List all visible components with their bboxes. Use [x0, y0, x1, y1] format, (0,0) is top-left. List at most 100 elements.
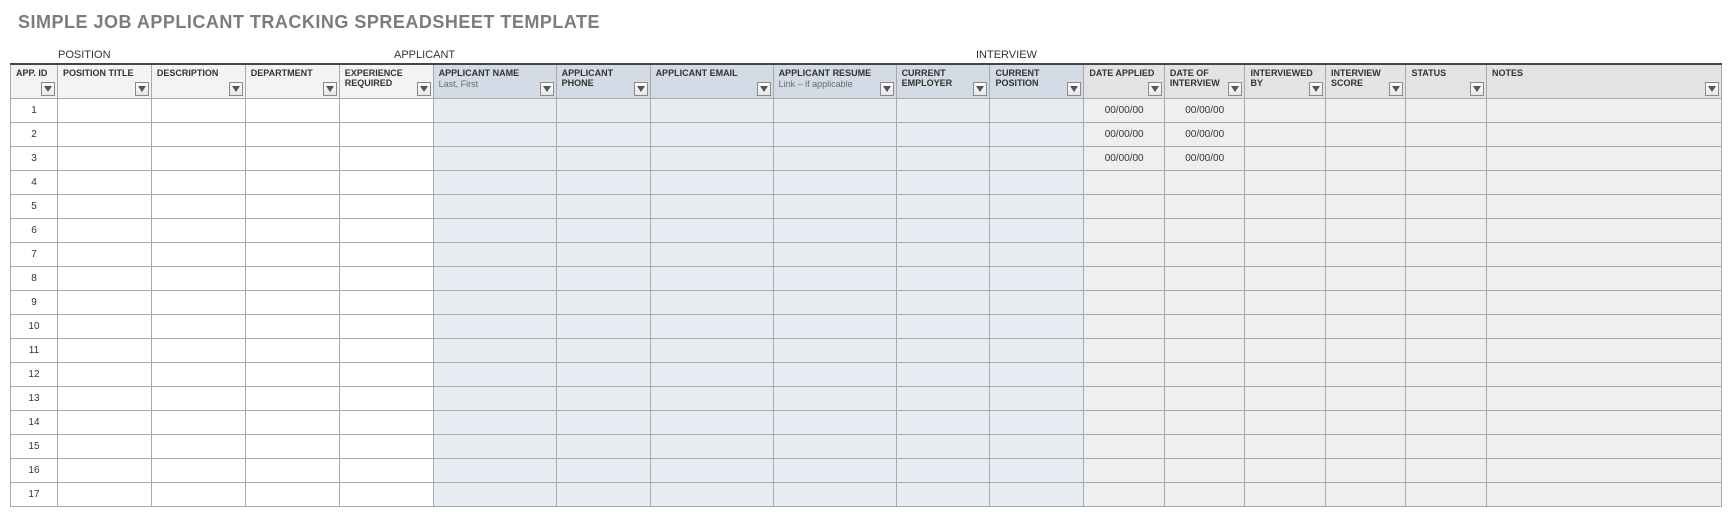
filter-button-status[interactable] [1470, 82, 1484, 96]
cell-current_position[interactable] [990, 218, 1084, 242]
cell-department[interactable] [245, 266, 339, 290]
cell-applicant_name[interactable] [433, 242, 556, 266]
cell-app_id[interactable]: 14 [11, 410, 58, 434]
cell-applicant_email[interactable] [650, 338, 773, 362]
cell-date_applied[interactable] [1084, 362, 1165, 386]
cell-status[interactable] [1406, 122, 1487, 146]
cell-applicant_resume[interactable] [773, 482, 896, 506]
cell-current_position[interactable] [990, 242, 1084, 266]
cell-department[interactable] [245, 122, 339, 146]
cell-date_applied[interactable] [1084, 170, 1165, 194]
cell-applicant_name[interactable] [433, 410, 556, 434]
cell-interviewed_by[interactable] [1245, 362, 1326, 386]
cell-applicant_phone[interactable] [556, 434, 650, 458]
cell-date_applied[interactable]: 00/00/00 [1084, 98, 1165, 122]
cell-description[interactable] [151, 314, 245, 338]
cell-experience_req[interactable] [339, 410, 433, 434]
cell-notes[interactable] [1486, 98, 1721, 122]
cell-date_of_interview[interactable]: 00/00/00 [1164, 122, 1245, 146]
cell-interview_score[interactable] [1325, 410, 1406, 434]
cell-applicant_email[interactable] [650, 434, 773, 458]
cell-applicant_phone[interactable] [556, 410, 650, 434]
filter-button-interview_score[interactable] [1389, 82, 1403, 96]
cell-position_title[interactable] [57, 410, 151, 434]
cell-current_position[interactable] [990, 410, 1084, 434]
cell-interview_score[interactable] [1325, 218, 1406, 242]
cell-department[interactable] [245, 242, 339, 266]
cell-applicant_resume[interactable] [773, 170, 896, 194]
filter-button-experience_req[interactable] [417, 82, 431, 96]
cell-applicant_resume[interactable] [773, 290, 896, 314]
cell-status[interactable] [1406, 170, 1487, 194]
cell-applicant_email[interactable] [650, 482, 773, 506]
cell-date_applied[interactable] [1084, 242, 1165, 266]
cell-interviewed_by[interactable] [1245, 266, 1326, 290]
cell-interview_score[interactable] [1325, 194, 1406, 218]
cell-app_id[interactable]: 15 [11, 434, 58, 458]
cell-date_of_interview[interactable] [1164, 194, 1245, 218]
cell-app_id[interactable]: 2 [11, 122, 58, 146]
cell-applicant_email[interactable] [650, 290, 773, 314]
cell-current_employer[interactable] [896, 146, 990, 170]
cell-notes[interactable] [1486, 458, 1721, 482]
cell-current_employer[interactable] [896, 194, 990, 218]
cell-experience_req[interactable] [339, 290, 433, 314]
cell-current_employer[interactable] [896, 338, 990, 362]
cell-interview_score[interactable] [1325, 434, 1406, 458]
cell-date_applied[interactable] [1084, 218, 1165, 242]
cell-experience_req[interactable] [339, 362, 433, 386]
cell-interview_score[interactable] [1325, 482, 1406, 506]
cell-date_of_interview[interactable]: 00/00/00 [1164, 98, 1245, 122]
cell-current_position[interactable] [990, 338, 1084, 362]
cell-applicant_name[interactable] [433, 290, 556, 314]
cell-status[interactable] [1406, 482, 1487, 506]
cell-applicant_phone[interactable] [556, 194, 650, 218]
cell-experience_req[interactable] [339, 242, 433, 266]
cell-applicant_phone[interactable] [556, 386, 650, 410]
cell-applicant_resume[interactable] [773, 386, 896, 410]
cell-interview_score[interactable] [1325, 146, 1406, 170]
cell-app_id[interactable]: 8 [11, 266, 58, 290]
cell-date_of_interview[interactable] [1164, 338, 1245, 362]
cell-applicant_email[interactable] [650, 98, 773, 122]
cell-notes[interactable] [1486, 338, 1721, 362]
cell-current_position[interactable] [990, 314, 1084, 338]
cell-status[interactable] [1406, 314, 1487, 338]
cell-applicant_phone[interactable] [556, 98, 650, 122]
cell-interview_score[interactable] [1325, 122, 1406, 146]
cell-applicant_resume[interactable] [773, 410, 896, 434]
cell-position_title[interactable] [57, 458, 151, 482]
cell-notes[interactable] [1486, 362, 1721, 386]
cell-status[interactable] [1406, 338, 1487, 362]
cell-notes[interactable] [1486, 242, 1721, 266]
cell-applicant_email[interactable] [650, 266, 773, 290]
cell-applicant_email[interactable] [650, 314, 773, 338]
cell-position_title[interactable] [57, 362, 151, 386]
cell-experience_req[interactable] [339, 482, 433, 506]
cell-date_of_interview[interactable] [1164, 434, 1245, 458]
cell-description[interactable] [151, 170, 245, 194]
cell-date_of_interview[interactable] [1164, 386, 1245, 410]
cell-applicant_name[interactable] [433, 170, 556, 194]
cell-experience_req[interactable] [339, 218, 433, 242]
cell-applicant_phone[interactable] [556, 458, 650, 482]
cell-position_title[interactable] [57, 242, 151, 266]
cell-applicant_name[interactable] [433, 314, 556, 338]
cell-interview_score[interactable] [1325, 242, 1406, 266]
cell-date_applied[interactable]: 00/00/00 [1084, 122, 1165, 146]
cell-date_applied[interactable] [1084, 482, 1165, 506]
cell-department[interactable] [245, 218, 339, 242]
cell-current_employer[interactable] [896, 98, 990, 122]
cell-app_id[interactable]: 3 [11, 146, 58, 170]
cell-applicant_name[interactable] [433, 482, 556, 506]
cell-interviewed_by[interactable] [1245, 386, 1326, 410]
cell-date_of_interview[interactable] [1164, 266, 1245, 290]
cell-applicant_phone[interactable] [556, 242, 650, 266]
cell-date_of_interview[interactable] [1164, 482, 1245, 506]
cell-experience_req[interactable] [339, 170, 433, 194]
cell-notes[interactable] [1486, 434, 1721, 458]
cell-description[interactable] [151, 386, 245, 410]
cell-description[interactable] [151, 122, 245, 146]
cell-date_applied[interactable] [1084, 386, 1165, 410]
cell-experience_req[interactable] [339, 98, 433, 122]
